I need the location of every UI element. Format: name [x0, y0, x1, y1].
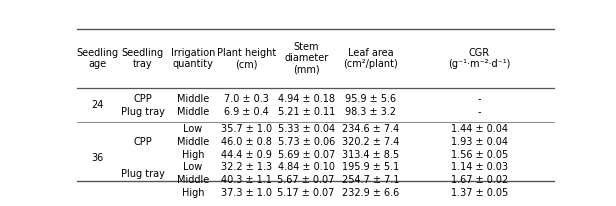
Text: 37.3 ± 1.0: 37.3 ± 1.0 — [221, 187, 272, 197]
Text: 195.9 ± 5.1: 195.9 ± 5.1 — [342, 162, 399, 172]
Text: Plant height
(cm): Plant height (cm) — [217, 47, 276, 69]
Text: 24: 24 — [91, 100, 103, 110]
Text: 7.0 ± 0.3: 7.0 ± 0.3 — [224, 94, 269, 103]
Text: Low: Low — [183, 124, 203, 134]
Text: 313.4 ± 8.5: 313.4 ± 8.5 — [342, 149, 399, 159]
Text: CGR
(g⁻¹·m⁻²·d⁻¹): CGR (g⁻¹·m⁻²·d⁻¹) — [448, 47, 511, 69]
Text: Plug tray: Plug tray — [121, 106, 164, 116]
Text: 5.67 ± 0.07: 5.67 ± 0.07 — [277, 174, 335, 184]
Text: -: - — [477, 94, 481, 103]
Text: Middle: Middle — [177, 94, 209, 103]
Text: Leaf area
(cm²/plant): Leaf area (cm²/plant) — [343, 47, 398, 69]
Text: 44.4 ± 0.9: 44.4 ± 0.9 — [221, 149, 272, 159]
Text: 98.3 ± 3.2: 98.3 ± 3.2 — [345, 106, 396, 116]
Text: 320.2 ± 7.4: 320.2 ± 7.4 — [342, 136, 399, 146]
Text: Middle: Middle — [177, 136, 209, 146]
Text: 254.7 ± 7.1: 254.7 ± 7.1 — [342, 174, 399, 184]
Text: 4.84 ± 0.10: 4.84 ± 0.10 — [278, 162, 334, 172]
Text: 5.33 ± 0.04: 5.33 ± 0.04 — [278, 124, 334, 134]
Text: 40.3 ± 1.1: 40.3 ± 1.1 — [221, 174, 272, 184]
Text: Irrigation
quantity: Irrigation quantity — [171, 47, 215, 69]
Text: 46.0 ± 0.8: 46.0 ± 0.8 — [221, 136, 272, 146]
Text: CPP: CPP — [133, 136, 152, 146]
Text: 1.14 ± 0.03: 1.14 ± 0.03 — [451, 162, 508, 172]
Text: 32.2 ± 1.3: 32.2 ± 1.3 — [221, 162, 272, 172]
Text: Seedling
tray: Seedling tray — [121, 47, 164, 69]
Text: 95.9 ± 5.6: 95.9 ± 5.6 — [345, 94, 396, 103]
Text: Middle: Middle — [177, 174, 209, 184]
Text: 5.21 ± 0.11: 5.21 ± 0.11 — [278, 106, 334, 116]
Text: -: - — [477, 106, 481, 116]
Text: 35.7 ± 1.0: 35.7 ± 1.0 — [221, 124, 272, 134]
Text: Seedling
age: Seedling age — [76, 47, 118, 69]
Text: 1.44 ± 0.04: 1.44 ± 0.04 — [451, 124, 508, 134]
Text: High: High — [182, 187, 204, 197]
Text: 5.17 ± 0.07: 5.17 ± 0.07 — [277, 187, 335, 197]
Text: 36: 36 — [91, 152, 103, 162]
Text: 234.6 ± 7.4: 234.6 ± 7.4 — [342, 124, 399, 134]
Text: 1.37 ± 0.05: 1.37 ± 0.05 — [450, 187, 508, 197]
Text: Low: Low — [183, 162, 203, 172]
Text: 232.9 ± 6.6: 232.9 ± 6.6 — [342, 187, 399, 197]
Text: Stem
diameter
(mm): Stem diameter (mm) — [284, 42, 328, 75]
Text: 1.67 ± 0.02: 1.67 ± 0.02 — [450, 174, 508, 184]
Text: 5.69 ± 0.07: 5.69 ± 0.07 — [278, 149, 334, 159]
Text: Plug tray: Plug tray — [121, 168, 164, 178]
Text: Middle: Middle — [177, 106, 209, 116]
Text: CPP: CPP — [133, 94, 152, 103]
Text: 1.93 ± 0.04: 1.93 ± 0.04 — [451, 136, 508, 146]
Text: 5.73 ± 0.06: 5.73 ± 0.06 — [278, 136, 334, 146]
Text: 1.56 ± 0.05: 1.56 ± 0.05 — [450, 149, 508, 159]
Text: 4.94 ± 0.18: 4.94 ± 0.18 — [278, 94, 334, 103]
Text: High: High — [182, 149, 204, 159]
Text: 6.9 ± 0.4: 6.9 ± 0.4 — [224, 106, 269, 116]
